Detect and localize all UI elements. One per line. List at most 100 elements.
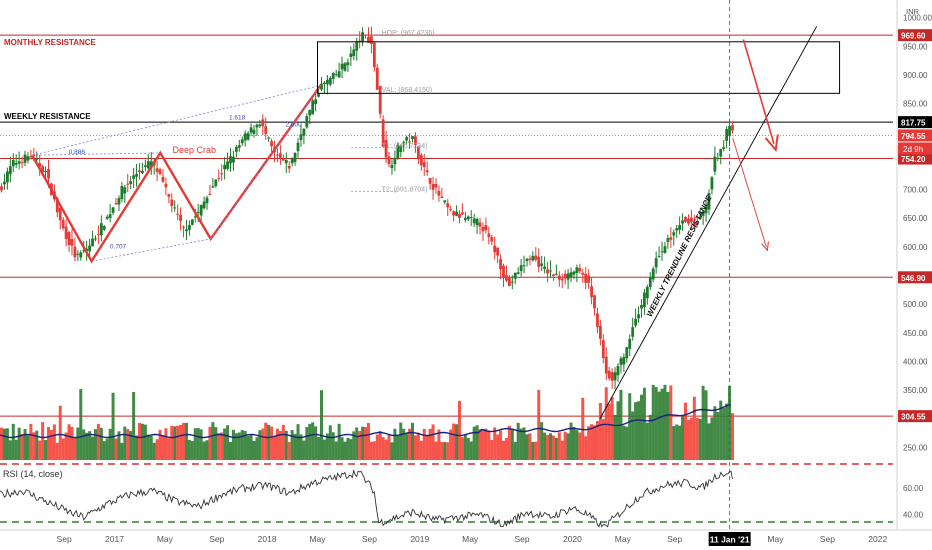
candle-body [267,137,271,139]
volume-bar [281,424,285,460]
candle-body [598,325,602,339]
volume-bar [114,438,118,460]
projection-arrow[interactable] [732,137,767,247]
volume-bar [44,440,48,460]
candle-body [58,207,62,221]
volume-bar [730,413,734,460]
volume-bar [402,428,406,460]
price-badge [898,129,932,142]
fib-label: Deep Crab [172,145,216,155]
countdown-badge-label: 2d 9h [903,145,923,154]
candle-body [343,63,347,71]
target-label: HOP: (967.4236) [382,30,435,37]
volume-bar [393,428,397,460]
volume-bar [287,441,291,460]
candle-body [243,133,247,141]
weekly-trendline[interactable] [599,26,818,419]
candle-body [490,237,494,242]
price-tick-label: 350.00 [903,386,928,395]
candle-body [613,372,617,381]
resistance-label: MONTHLY RESISTANCE [4,38,97,47]
volume-bar [349,439,353,460]
candle-body [146,161,150,169]
candle-body [355,41,359,51]
candle-body [596,313,599,327]
candle-body [234,146,238,152]
candle-body [97,233,100,235]
candle-body [211,186,215,188]
volume-bar [396,435,400,460]
volume-bar [2,428,6,460]
volume-bar [440,442,444,460]
volume-bar [631,411,635,460]
candle-body [99,223,103,236]
volume-bar [85,432,89,460]
volume-bar [278,431,282,460]
price-badge [898,29,932,42]
volume-bar [616,401,620,460]
deep-crab-pattern[interactable] [31,84,322,264]
volume-bar [5,428,9,460]
candle-body [716,157,720,159]
volume-bar [325,433,329,460]
candle-body [695,221,699,225]
candle-body [607,370,611,379]
volume-bar [79,389,83,460]
candle-body [258,124,262,127]
time-tick-label: May [462,534,479,544]
volume-bar [176,425,180,460]
volume-bar [258,430,262,460]
volume-bar [642,387,646,460]
volume-bar [308,423,312,460]
candle-body [569,272,573,278]
volume-bar [513,441,517,460]
candle-body [17,161,21,164]
volume-bar [270,426,274,460]
volume-bar [196,428,200,460]
candle-body [375,67,379,90]
countdown-badge [898,142,932,155]
volume-bar [478,429,482,460]
candle-body [135,173,138,177]
candle-body [522,265,526,267]
volume-bar [469,441,473,460]
volume-bar [507,425,511,460]
projection-arrow[interactable] [742,39,774,143]
candle-body [672,232,676,236]
time-tick-label: 2018 [258,534,277,544]
time-tick-label: 2019 [410,534,429,544]
volume-bar [487,430,491,460]
candle-body [179,214,182,221]
volume-bar [366,422,370,460]
candle-body [320,83,323,90]
time-tick-label: May [309,534,326,544]
time-tick-label: 2017 [105,534,124,544]
target-zone-box[interactable] [317,41,841,94]
candle-body [214,179,218,186]
candle-body [55,198,59,213]
price-badge [898,410,932,423]
volume-bar [651,384,655,460]
candle-body [126,183,130,185]
candle-body [437,190,441,196]
price-badge [898,271,932,284]
candle-body [719,148,723,157]
candle-body [689,217,693,223]
candle-body [510,281,514,283]
volume-bar [660,388,664,460]
candle-body [305,116,309,128]
candle-body [643,292,646,308]
volume-bar [563,431,567,460]
volume-bar [595,420,599,460]
volume-bar [52,424,56,460]
candle-body [475,218,479,226]
volume-bar [140,423,144,460]
volume-bar [17,427,21,460]
candle-body [70,239,74,246]
volume-bar [698,418,702,460]
fib-label: 0.886 [69,149,86,156]
candle-body [651,268,655,280]
candle-body [82,250,86,252]
candle-body [434,183,438,188]
